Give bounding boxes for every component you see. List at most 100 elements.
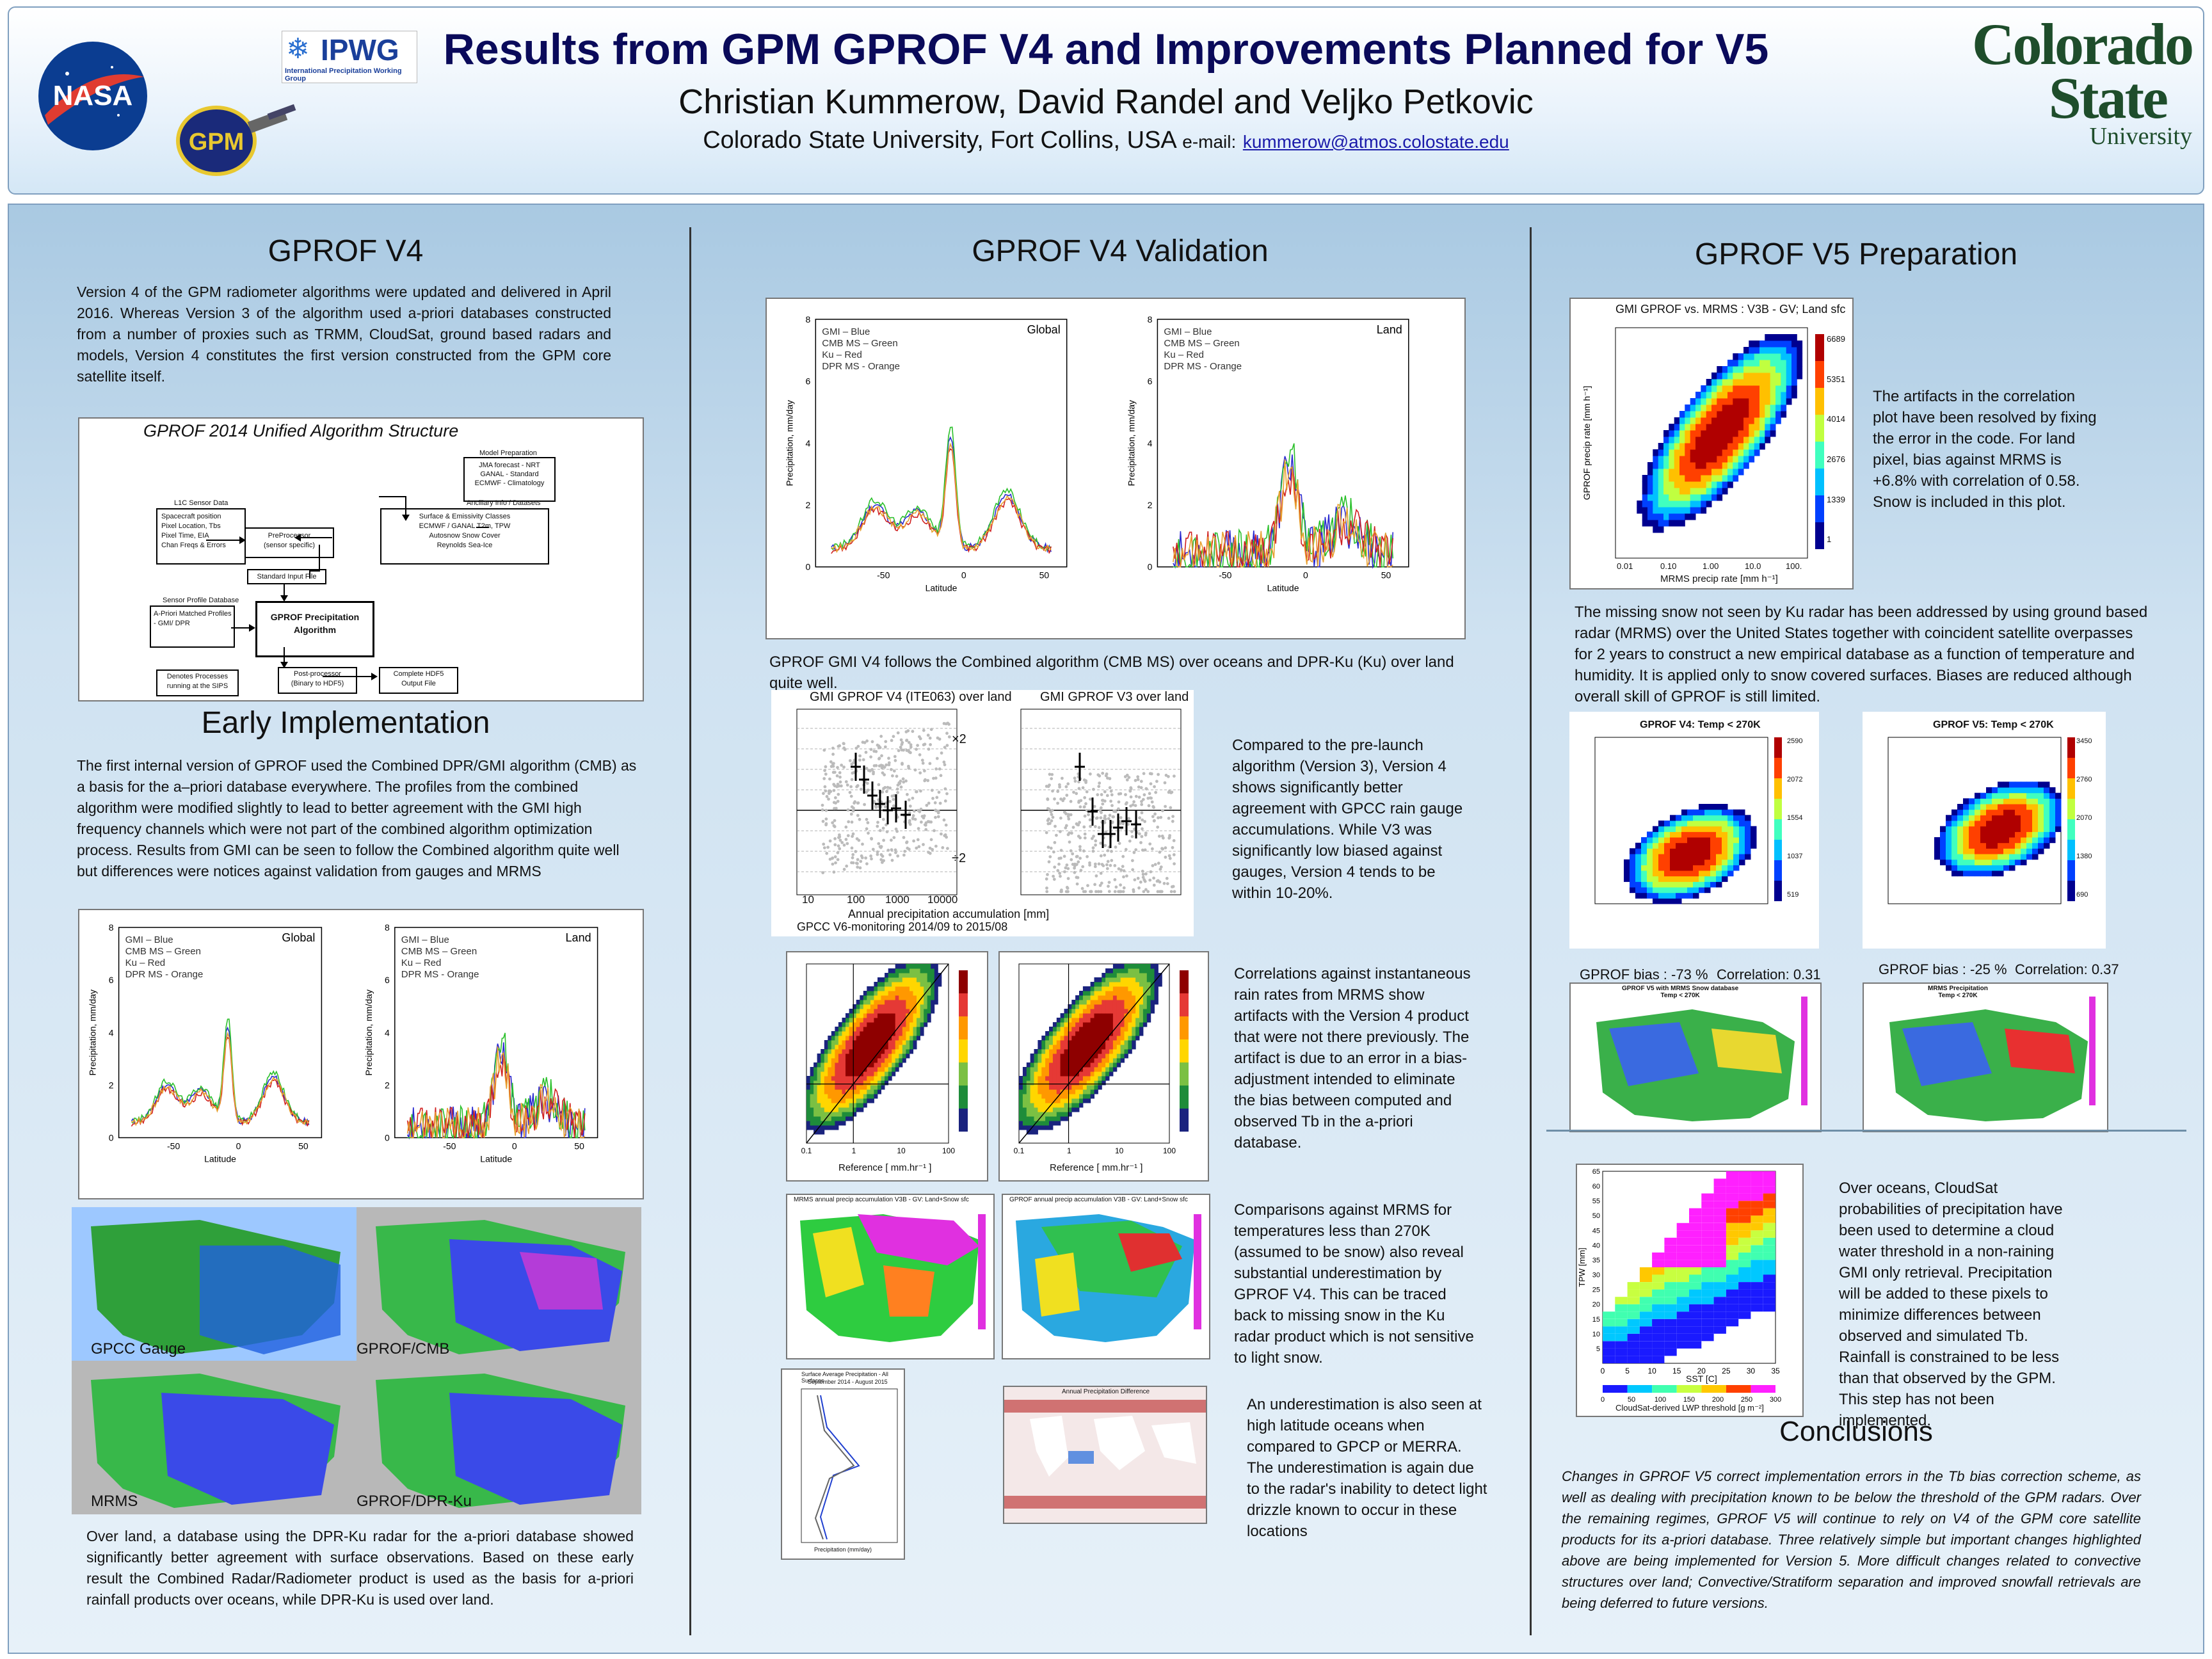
corr-bin <box>1743 430 1749 437</box>
ratio-scatter-point <box>926 779 930 782</box>
snow-corr-bin <box>2009 787 2016 794</box>
ratio-scatter-point <box>1064 812 1068 815</box>
hist-bin <box>1082 1040 1087 1045</box>
hist-bin <box>1112 991 1118 996</box>
hist-bin <box>828 1054 832 1059</box>
hist-bin <box>1019 1116 1023 1121</box>
hist-bin <box>856 1080 860 1086</box>
v4-snow-corr-plot: GPROF V4: Temp < 270K 2590 2072 1554 103… <box>1569 712 1819 949</box>
hist-bin <box>1098 1027 1102 1032</box>
hist-bin <box>1116 1027 1121 1032</box>
hist-bin <box>1019 1094 1023 1099</box>
hist-bin <box>849 1116 853 1121</box>
ratio-scatter-point <box>1140 803 1144 806</box>
hist-bin <box>1090 982 1094 987</box>
corr-bin <box>1711 481 1717 488</box>
corr-bin <box>1711 475 1717 482</box>
ratio-scatter-point <box>1146 890 1150 894</box>
hist-bin <box>924 1013 928 1018</box>
ratio-scatter-point <box>1066 886 1070 890</box>
corr-bin <box>1759 353 1765 360</box>
snow-corr-bin <box>2026 815 2033 821</box>
ratio-scatter-point <box>1157 773 1160 776</box>
ratio-scatter-point <box>833 784 837 788</box>
hist-bin <box>1109 986 1114 991</box>
hist-bin <box>817 1076 821 1081</box>
snow-corr-bin <box>1957 870 1964 877</box>
corr-bin <box>1743 373 1749 380</box>
snow-corr-bin <box>1963 809 1969 815</box>
corr-bin <box>1733 392 1739 399</box>
zonal-legend-entry: CMB MS – Green <box>125 946 201 957</box>
snow-corr-bin <box>1963 821 1969 827</box>
hist-bin <box>1030 1121 1034 1126</box>
hist-bin <box>910 964 913 969</box>
hist-bin <box>821 1098 825 1103</box>
corr-tick: 100. <box>1786 561 1802 571</box>
hist-bin <box>1030 1085 1034 1090</box>
hist-bin <box>1075 1004 1080 1009</box>
hist-bin <box>870 1054 874 1059</box>
hist-bin <box>1034 1076 1038 1081</box>
corr-bin <box>1733 398 1739 405</box>
hist-bin <box>1034 1049 1038 1054</box>
ratio-scatter-point <box>1141 797 1145 801</box>
cloudsat-bin <box>1627 1318 1640 1327</box>
ratio-scatter-point <box>897 749 901 753</box>
hist-bin <box>910 1018 913 1023</box>
hist-bin <box>1045 1085 1050 1090</box>
hist-bin <box>1049 1116 1054 1121</box>
hist-bin <box>1090 1062 1094 1068</box>
ratio-scatter-point <box>867 831 870 835</box>
ratio-scatter-point <box>915 748 918 751</box>
ratio-scatter-point <box>909 743 913 747</box>
cloudsat-bin <box>1603 1341 1615 1349</box>
hist-bin <box>1075 995 1080 1000</box>
hist-bin <box>1098 1036 1102 1041</box>
snow-corr-bin <box>1664 892 1671 899</box>
zonal-xlabel: Latitude <box>204 1154 236 1164</box>
ratio-scatter-point <box>827 789 831 793</box>
snow-corr-bin <box>2015 792 2021 799</box>
cloudsat-ytick: 5 <box>1596 1345 1600 1353</box>
hist-bin <box>1090 1031 1094 1036</box>
snow-corr-bin <box>1975 815 1981 821</box>
corr-bin <box>1685 507 1691 514</box>
snow-corr-bin <box>1687 815 1694 821</box>
ratio-scatter-point <box>1151 815 1155 819</box>
hist-bin <box>1146 995 1151 1000</box>
hist-bin <box>1120 1022 1125 1027</box>
ratio-scatter-point <box>936 815 940 819</box>
cloudsat-bin <box>1701 1230 1714 1238</box>
snow-corr-bin <box>1681 892 1688 899</box>
corr-bin <box>1743 353 1749 360</box>
snow-corr-bin <box>1992 842 1998 849</box>
hist-bin <box>1022 1103 1027 1108</box>
hist-bin <box>860 1094 864 1099</box>
corr-bin <box>1733 411 1739 418</box>
hist-bin <box>838 1080 842 1086</box>
hist-bin <box>821 1130 825 1135</box>
snow-corr-bin <box>2009 865 2016 871</box>
corr-bin <box>1690 405 1696 412</box>
hist-bin <box>870 1098 874 1103</box>
ratio-scatter-point <box>915 790 918 794</box>
snow-colorbar <box>1194 1214 1201 1329</box>
hist-bin <box>856 1022 860 1027</box>
hist-bin <box>842 1054 846 1059</box>
hist-bin <box>1064 1103 1068 1108</box>
cloudsat-bin <box>1751 1186 1763 1194</box>
corr-bin <box>1669 513 1675 520</box>
hist-bin <box>1158 977 1162 982</box>
hist-bin <box>870 1009 874 1014</box>
hist-bin <box>1038 1040 1042 1045</box>
ratio-scatter-point <box>940 751 943 755</box>
email-link[interactable]: kummerow@atmos.colostate.edu <box>1242 132 1509 152</box>
ratio-scatter-point <box>1091 846 1095 850</box>
hist-bin <box>1086 1009 1091 1014</box>
hist-bin <box>817 1080 821 1086</box>
hist-bin <box>895 1058 899 1063</box>
ratio-scatter-point <box>1089 890 1092 894</box>
ratio-scatter-point <box>922 814 926 818</box>
corr-bin <box>1786 360 1792 367</box>
